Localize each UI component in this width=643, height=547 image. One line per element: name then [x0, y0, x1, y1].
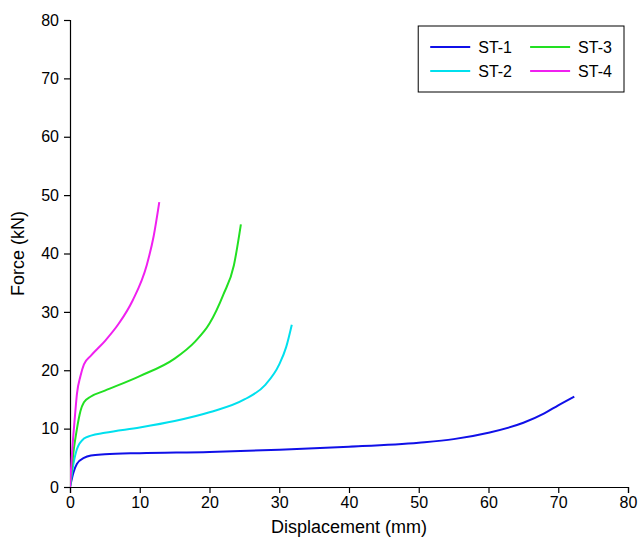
plot: 0 10 20 30 40 50 60 70 80 0 10 20 30 40 50 60 70 80 [41, 12, 637, 512]
tick: 40 [41, 245, 70, 262]
tick-mark [64, 195, 70, 196]
series-line [70, 325, 292, 487]
tick-mark [558, 487, 559, 493]
series-line [70, 224, 241, 487]
tick-mark [279, 487, 280, 493]
tick: 80 [41, 12, 70, 29]
legend: ST-1 ST-2 ST-3 ST-4 [418, 26, 624, 92]
tick-mark [64, 137, 70, 138]
legend-swatch [430, 70, 470, 72]
tick-mark [64, 253, 70, 254]
series-line [70, 397, 574, 487]
tick-mark [488, 487, 489, 493]
tick: 80 [620, 487, 638, 511]
tick-label: 40 [341, 494, 359, 511]
tick: 60 [41, 128, 70, 145]
tick-mark [64, 370, 70, 371]
tick-label: 0 [50, 479, 59, 496]
legend-item: ST-3 [530, 39, 612, 56]
tick-label: 30 [271, 494, 289, 511]
tick-label: 60 [480, 494, 498, 511]
tick: 0 [50, 479, 70, 496]
tick-label: 20 [201, 494, 219, 511]
tick: 30 [41, 303, 70, 320]
tick-label: 70 [550, 494, 568, 511]
tick: 70 [41, 70, 70, 87]
tick-mark [64, 487, 70, 488]
legend-label: ST-4 [578, 63, 612, 80]
tick: 10 [41, 420, 70, 437]
legend-swatch [530, 70, 570, 72]
y-axis-title: Force (kN) [8, 211, 28, 296]
tick-label: 70 [41, 70, 59, 87]
tick-mark [64, 78, 70, 79]
x-axis-line [71, 488, 629, 494]
x-axis-title: Displacement (mm) [271, 517, 427, 537]
legend-swatch [530, 46, 570, 48]
x-axis: 0 10 20 30 40 50 60 70 80 [66, 487, 637, 511]
tick-label: 50 [41, 187, 59, 204]
tick-label: 80 [41, 12, 59, 29]
tick: 70 [550, 487, 568, 511]
tick: 20 [201, 487, 219, 511]
tick-label: 50 [410, 494, 428, 511]
tick-mark [64, 429, 70, 430]
tick-mark [64, 20, 70, 21]
legend-swatch [430, 46, 470, 48]
tick: 60 [480, 487, 498, 511]
tick: 0 [66, 487, 75, 511]
tick-label: 10 [131, 494, 149, 511]
tick-label: 0 [66, 494, 75, 511]
y-axis-line [64, 21, 71, 488]
tick-mark [419, 487, 420, 493]
tick: 50 [41, 187, 70, 204]
legend-item: ST-2 [430, 63, 512, 80]
chart: 0 10 20 30 40 50 60 70 80 0 10 20 30 40 50 60 70 80 Displa… [0, 0, 643, 547]
tick-label: 20 [41, 362, 59, 379]
tick-mark [64, 312, 70, 313]
tick: 20 [41, 362, 70, 379]
tick-label: 10 [41, 420, 59, 437]
lines [70, 202, 574, 487]
y-axis: 0 10 20 30 40 50 60 70 80 [41, 12, 70, 496]
tick-mark [628, 487, 629, 493]
tick-mark [209, 487, 210, 493]
legend-item: ST-4 [530, 63, 612, 80]
tick-label: 60 [41, 128, 59, 145]
tick: 10 [131, 487, 149, 511]
tick-label: 40 [41, 245, 59, 262]
tick: 50 [410, 487, 428, 511]
tick-label: 30 [41, 303, 59, 320]
tick-mark [140, 487, 141, 493]
tick: 40 [341, 487, 359, 511]
tick-label: 80 [620, 494, 638, 511]
tick: 30 [271, 487, 289, 511]
legend-label: ST-3 [578, 39, 612, 56]
legend-label: ST-1 [478, 39, 512, 56]
legend-label: ST-2 [478, 63, 512, 80]
tick-mark [349, 487, 350, 493]
legend-item: ST-1 [430, 39, 512, 56]
legend-box [418, 26, 624, 92]
series-line [70, 202, 159, 487]
